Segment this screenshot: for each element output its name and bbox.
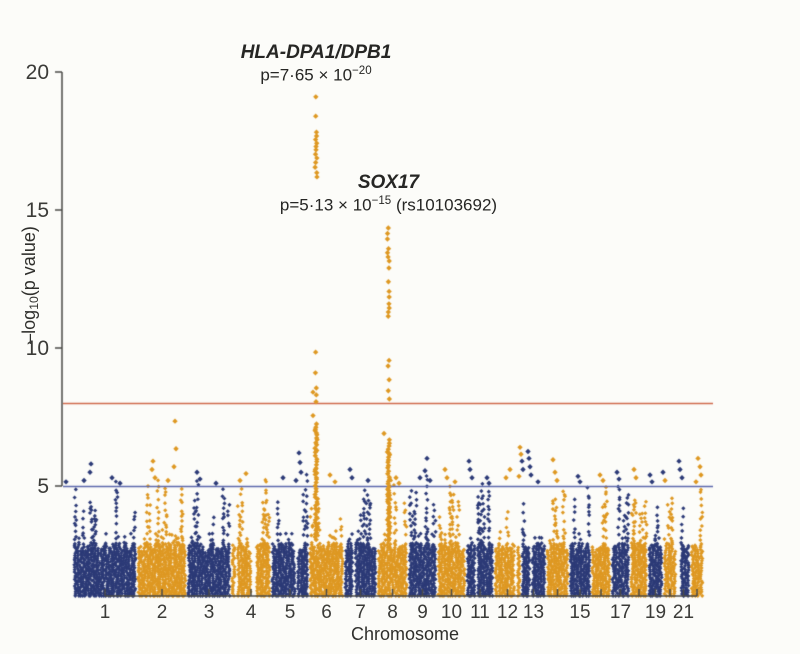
- y-axis-title: –log10(p value): [19, 226, 41, 344]
- y-axis-title-post: (p value): [18, 226, 39, 297]
- y-axis-title-subscript: 10: [27, 296, 42, 310]
- x-axis-title: Chromosome: [350, 624, 460, 644]
- y-axis-title-pre: –log: [18, 309, 39, 344]
